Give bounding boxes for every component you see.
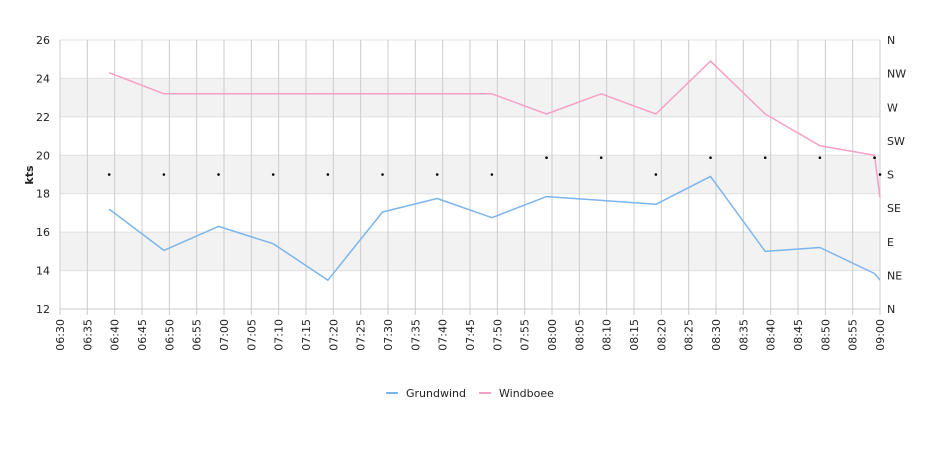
y-tick-label: 22 (36, 111, 50, 124)
legend-item-windboee[interactable]: Windboee (479, 387, 554, 400)
plot-grid (59, 39, 881, 315)
y-tick-label: 20 (36, 149, 50, 162)
y2-tick-label: N (887, 303, 895, 316)
x-tick-label: 08:15 (628, 319, 641, 351)
y2-tick-label: NW (887, 68, 906, 81)
x-tick-label: 07:00 (218, 319, 231, 351)
x-tick-label: 07:50 (491, 319, 504, 351)
y-axis-ticks: 12 14 16 18 20 22 24 26 (36, 34, 50, 316)
x-tick-label: 08:55 (847, 319, 860, 351)
direction-dot (654, 173, 658, 176)
x-tick-label: 06:40 (109, 319, 122, 351)
x-tick-label: 08:00 (546, 319, 559, 351)
x-tick-label: 06:50 (163, 319, 176, 351)
series-lines (108, 60, 881, 281)
x-tick-label: 07:25 (355, 319, 368, 351)
direction-dot (709, 156, 712, 159)
y-tick-label: 12 (36, 303, 50, 316)
y-tick-label: 18 (36, 188, 50, 201)
y-tick-label: 26 (36, 34, 50, 47)
y2-tick-label: SW (887, 135, 905, 148)
direction-dot (381, 173, 384, 176)
x-tick-label: 07:35 (409, 319, 422, 351)
x-tick-label: 07:05 (245, 319, 258, 351)
secondary-y-axis-ticks: N NE E SE S SW W NW N (887, 34, 906, 316)
y2-tick-label: NE (887, 269, 902, 282)
x-tick-label: 07:20 (327, 319, 340, 351)
y2-tick-label: SE (887, 202, 901, 215)
x-tick-label: 08:30 (710, 319, 723, 351)
direction-dot (326, 173, 330, 176)
legend-label: Grundwind (406, 387, 466, 400)
direction-dot (873, 156, 876, 159)
x-tick-label: 08:50 (819, 319, 832, 351)
x-tick-label: 06:45 (136, 319, 149, 351)
direction-dot (545, 156, 548, 159)
x-tick-label: 07:15 (300, 319, 313, 351)
x-tick-label: 09:00 (874, 319, 887, 351)
direction-dot (878, 173, 882, 176)
direction-markers (107, 156, 882, 176)
legend-item-grundwind[interactable]: Grundwind (386, 387, 466, 400)
direction-dot (490, 173, 494, 176)
direction-dot (763, 156, 767, 159)
direction-dot (217, 173, 220, 176)
series-line-windboee (108, 60, 881, 198)
x-tick-label: 08:45 (792, 319, 805, 351)
y2-tick-label: W (887, 101, 898, 114)
x-tick-label: 08:10 (601, 319, 614, 351)
y2-tick-label: E (887, 236, 894, 249)
x-axis-ticks: 06:30 06:35 06:40 06:45 06:50 06:55 07:00 07:05… (54, 319, 887, 351)
direction-dot (599, 156, 603, 159)
x-tick-label: 08:25 (683, 319, 696, 351)
x-tick-label: 07:55 (519, 319, 532, 351)
x-tick-label: 07:40 (437, 319, 450, 351)
y-tick-label: 16 (36, 226, 50, 239)
x-tick-label: 06:30 (54, 319, 67, 351)
legend[interactable]: Grundwind Windboee (386, 387, 554, 400)
x-tick-label: 07:45 (464, 319, 477, 351)
y-tick-label: 24 (36, 72, 50, 85)
x-tick-label: 08:20 (655, 319, 668, 351)
x-tick-label: 08:05 (573, 319, 586, 351)
direction-dot (162, 173, 166, 176)
x-tick-label: 07:30 (382, 319, 395, 351)
y-axis-label: kts (23, 165, 36, 185)
x-tick-label: 07:10 (273, 319, 286, 351)
x-tick-label: 08:40 (765, 319, 778, 351)
direction-dot (435, 173, 439, 176)
direction-dot (818, 156, 822, 159)
legend-label: Windboee (499, 387, 554, 400)
direction-dot (271, 173, 275, 176)
series-line-grundwind (108, 175, 881, 281)
direction-dot (107, 173, 111, 176)
x-tick-label: 06:35 (81, 319, 94, 351)
x-tick-label: 08:35 (737, 319, 750, 351)
x-tick-label: 06:55 (191, 319, 204, 351)
y2-tick-label: S (887, 169, 894, 182)
y2-tick-label: N (887, 34, 895, 47)
y-tick-label: 14 (36, 265, 50, 278)
